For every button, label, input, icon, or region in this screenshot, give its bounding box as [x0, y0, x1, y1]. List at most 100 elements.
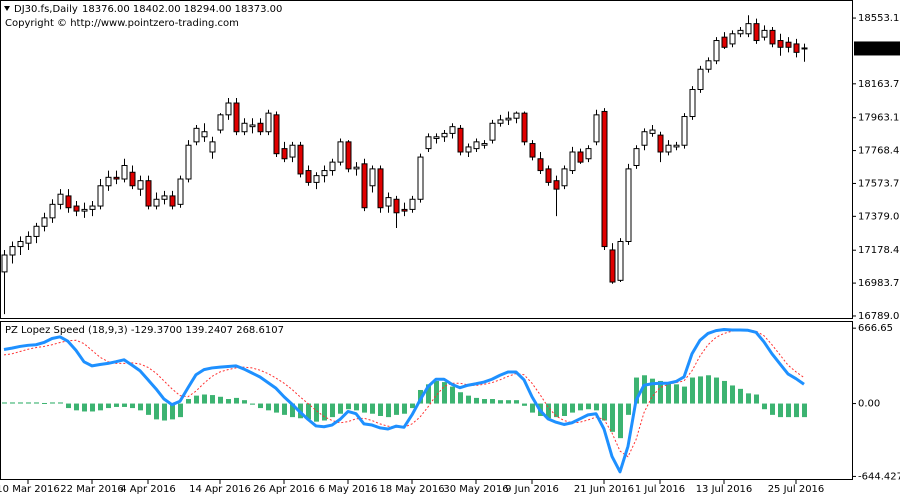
candle-body — [209, 141, 216, 153]
candle-body — [697, 68, 704, 91]
candle-body — [201, 131, 208, 138]
candle-body — [305, 170, 312, 183]
candle-body — [785, 41, 792, 48]
x-tick-label: 13 Jul 2016 — [696, 484, 753, 495]
candle-body — [633, 148, 640, 167]
histogram-bar — [802, 403, 807, 418]
candle-body — [409, 198, 416, 210]
histogram-bar — [114, 403, 119, 407]
candle-body — [137, 180, 144, 190]
indicator-title: PZ Lopez Speed (18,9,3) -129.3700 139.24… — [5, 325, 284, 336]
y-tick-label: 666.65 — [858, 323, 893, 334]
candle-body — [25, 235, 32, 244]
candle-body — [97, 185, 104, 207]
candle-body — [585, 148, 592, 160]
histogram-bar — [210, 395, 215, 404]
histogram-bar — [226, 399, 231, 404]
candle-body — [729, 33, 736, 45]
y-tick-label: 17573.70 — [858, 178, 900, 189]
histogram-bar — [322, 403, 327, 421]
histogram-bar — [498, 400, 503, 404]
candle-body — [481, 143, 488, 146]
histogram-bar — [426, 384, 431, 404]
histogram-bar — [370, 403, 375, 414]
candle-body — [577, 151, 584, 163]
candle-body — [121, 165, 128, 180]
candle-body — [457, 127, 464, 153]
candle-body — [217, 114, 224, 131]
candle-body — [497, 119, 504, 124]
histogram-bar — [410, 403, 415, 409]
histogram-bar — [482, 399, 487, 404]
candle-body — [737, 29, 744, 35]
x-tick-label: 14 Apr 2016 — [189, 484, 251, 495]
candle-body — [129, 171, 136, 187]
histogram-bar — [442, 382, 447, 404]
y-tick-label: 17379.00 — [858, 211, 900, 222]
x-tick-label: 21 Jun 2016 — [574, 484, 634, 495]
candle-body — [417, 156, 424, 200]
histogram-bar — [618, 403, 623, 439]
histogram-bar — [250, 403, 255, 405]
histogram-bar — [242, 400, 247, 404]
histogram-bar — [34, 402, 39, 404]
candle-body — [65, 195, 72, 209]
candle-body — [489, 122, 496, 141]
candle-body — [273, 114, 280, 155]
histogram-bar — [122, 403, 127, 407]
candle-body — [313, 175, 320, 183]
histogram-bar — [602, 403, 607, 421]
candle-body — [473, 141, 480, 150]
candle-body — [513, 112, 520, 119]
candle-body — [289, 144, 296, 158]
candle-body — [401, 208, 408, 212]
histogram-bar — [330, 403, 335, 418]
candle-body — [153, 198, 160, 207]
candle-body — [161, 195, 168, 200]
candle-body — [257, 122, 264, 133]
candle-body — [777, 40, 784, 48]
candle-body — [657, 134, 664, 153]
candle-body — [769, 29, 776, 45]
histogram-bar — [746, 393, 751, 404]
histogram-bar — [490, 399, 495, 404]
candle-body — [561, 168, 568, 187]
candle-body — [89, 205, 96, 210]
candle-body — [609, 249, 616, 283]
speed-line — [3, 327, 805, 474]
main-panel — [0, 0, 853, 319]
candle-body — [721, 36, 728, 48]
histogram-bar — [258, 403, 263, 409]
x-tick-label: 9 Jun 2016 — [505, 484, 559, 495]
x-tick-label: 30 May 2016 — [443, 484, 508, 495]
histogram-bar — [138, 403, 143, 411]
histogram-bar — [154, 403, 159, 420]
candle-body — [649, 129, 656, 134]
histogram-bar — [642, 375, 647, 404]
histogram-bar — [754, 394, 759, 404]
histogram-bar — [42, 402, 47, 404]
candle-body — [801, 47, 808, 50]
histogram-bar — [458, 392, 463, 404]
y-tick-label: 0.00 — [858, 399, 880, 410]
candle-body — [569, 151, 576, 172]
histogram-bar — [98, 403, 103, 411]
candle-body — [753, 23, 760, 42]
histogram-bar — [82, 403, 87, 412]
candle-body — [353, 166, 360, 170]
histogram-bar — [778, 403, 783, 418]
candle-body — [593, 114, 600, 143]
histogram-bar — [682, 386, 687, 404]
y-tick-label: 17178.40 — [858, 245, 900, 256]
collapse-icon[interactable] — [4, 6, 10, 11]
x-tick-label: 10 Mar 2016 — [0, 484, 60, 495]
histogram-bar — [26, 402, 31, 404]
histogram-bar — [554, 403, 559, 418]
candle-body — [529, 143, 536, 158]
candle-body — [225, 102, 232, 116]
histogram-bar — [674, 384, 679, 404]
histogram-bar — [282, 403, 287, 415]
histogram-bar — [130, 403, 135, 409]
histogram-bar — [522, 403, 527, 406]
histogram-bar — [514, 400, 519, 404]
